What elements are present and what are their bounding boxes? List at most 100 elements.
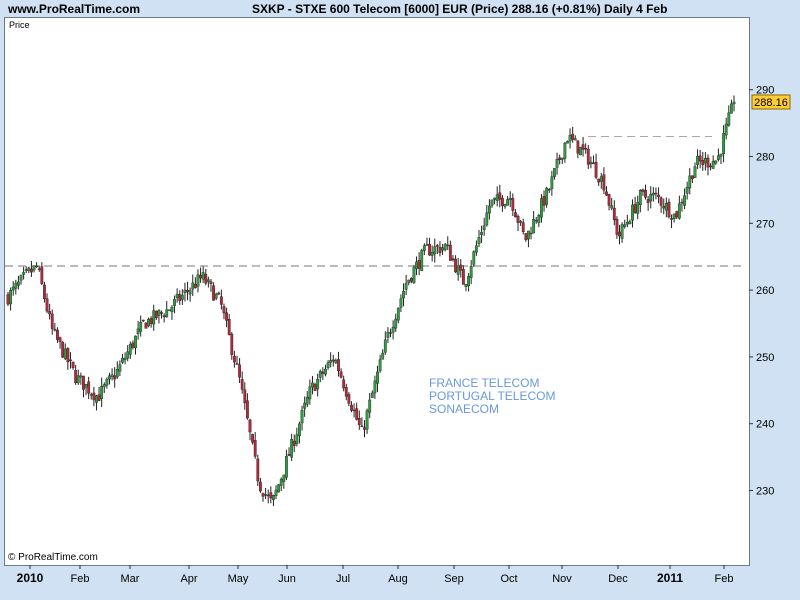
candle-body xyxy=(680,201,684,204)
candle-body xyxy=(108,375,111,380)
candle-body xyxy=(84,384,88,388)
candle-body xyxy=(201,272,205,280)
candle-body xyxy=(560,157,564,160)
candle-body xyxy=(329,360,333,363)
candle-body xyxy=(451,258,455,261)
candle-body xyxy=(576,140,580,154)
x-tick-label: Jun xyxy=(278,573,296,585)
candle-body xyxy=(56,329,59,340)
candle-body xyxy=(183,289,187,294)
candle-body xyxy=(480,231,483,236)
x-tick-label: May xyxy=(228,573,249,585)
candle-body xyxy=(45,298,49,312)
candle-body xyxy=(352,409,356,412)
candle-body xyxy=(430,251,434,256)
candle-body xyxy=(722,133,725,155)
candle-body xyxy=(87,381,91,394)
candle-body xyxy=(243,389,247,404)
candle-body xyxy=(308,386,312,400)
candle-body xyxy=(19,275,23,281)
candle-body xyxy=(48,311,52,315)
candle-body xyxy=(581,144,585,150)
candle-body xyxy=(274,489,278,496)
candle-body xyxy=(235,363,239,365)
candle-body xyxy=(82,375,85,390)
candle-body xyxy=(467,276,470,287)
candle-body xyxy=(693,166,697,178)
candle-body xyxy=(303,402,307,409)
candle-body xyxy=(472,251,476,265)
candle-body xyxy=(383,339,387,353)
candle-body xyxy=(344,387,348,397)
candle-body xyxy=(32,265,36,271)
candle-body xyxy=(287,453,291,456)
candle-body xyxy=(474,245,478,253)
candle-body xyxy=(162,315,166,318)
candle-body xyxy=(27,267,31,271)
candle-body xyxy=(40,266,44,284)
plot-area[interactable]: Price © ProRealTime.com xyxy=(4,17,750,566)
candle-body xyxy=(547,189,551,191)
candle-body xyxy=(428,244,431,256)
candle-body xyxy=(370,392,374,398)
candle-body xyxy=(706,157,710,168)
candle-body xyxy=(589,161,593,165)
candle-body xyxy=(714,160,718,164)
candle-body xyxy=(295,434,299,444)
candle-body xyxy=(118,364,122,372)
candle-body xyxy=(282,474,286,482)
copyright-text: © ProRealTime.com xyxy=(8,552,98,563)
candle-body xyxy=(701,159,705,165)
candle-body xyxy=(485,212,489,226)
candle-body xyxy=(732,101,736,105)
candle-body xyxy=(675,211,679,218)
candle-body xyxy=(646,199,650,203)
candle-body xyxy=(22,272,26,275)
candle-body xyxy=(425,244,429,246)
candle-body xyxy=(495,194,499,201)
candle-body xyxy=(454,258,457,273)
candle-body xyxy=(74,370,78,384)
candle-body xyxy=(230,333,234,355)
candle-body xyxy=(514,212,517,218)
candle-body xyxy=(76,375,80,384)
candle-body xyxy=(30,268,33,273)
candle-body xyxy=(279,478,283,486)
candle-body xyxy=(389,332,392,334)
candle-body xyxy=(128,343,132,355)
candle-body xyxy=(9,290,13,305)
candle-body xyxy=(115,369,119,378)
candle-body xyxy=(625,221,629,225)
candle-body xyxy=(238,364,241,378)
candle-body xyxy=(378,359,382,372)
candle-body xyxy=(300,409,304,424)
candle-body xyxy=(357,417,361,425)
candle-body xyxy=(594,162,598,178)
candle-body xyxy=(659,197,663,206)
candle-body xyxy=(222,306,226,314)
candle-body xyxy=(368,399,372,413)
candle-body xyxy=(558,157,562,161)
candle-body xyxy=(456,265,460,275)
candle-body xyxy=(490,199,494,206)
candle-body xyxy=(63,348,67,359)
candle-body xyxy=(61,341,65,358)
last-price-tag xyxy=(751,94,791,110)
candle-body xyxy=(482,225,486,230)
candle-body xyxy=(534,219,538,222)
candle-body xyxy=(339,371,343,378)
candle-body xyxy=(95,395,98,403)
candle-body xyxy=(716,155,720,160)
candle-body xyxy=(188,290,192,295)
candle-body xyxy=(394,318,398,329)
candle-body xyxy=(160,312,163,314)
y-tick-label: 260 xyxy=(756,285,774,297)
candle-body xyxy=(110,374,114,377)
x-tick-label: Dec xyxy=(608,573,628,585)
candle-body xyxy=(196,274,200,287)
candle-body xyxy=(58,337,62,342)
candle-body xyxy=(6,294,10,305)
candle-body xyxy=(563,143,567,159)
candle-body xyxy=(641,189,645,192)
candle-body xyxy=(50,313,54,329)
